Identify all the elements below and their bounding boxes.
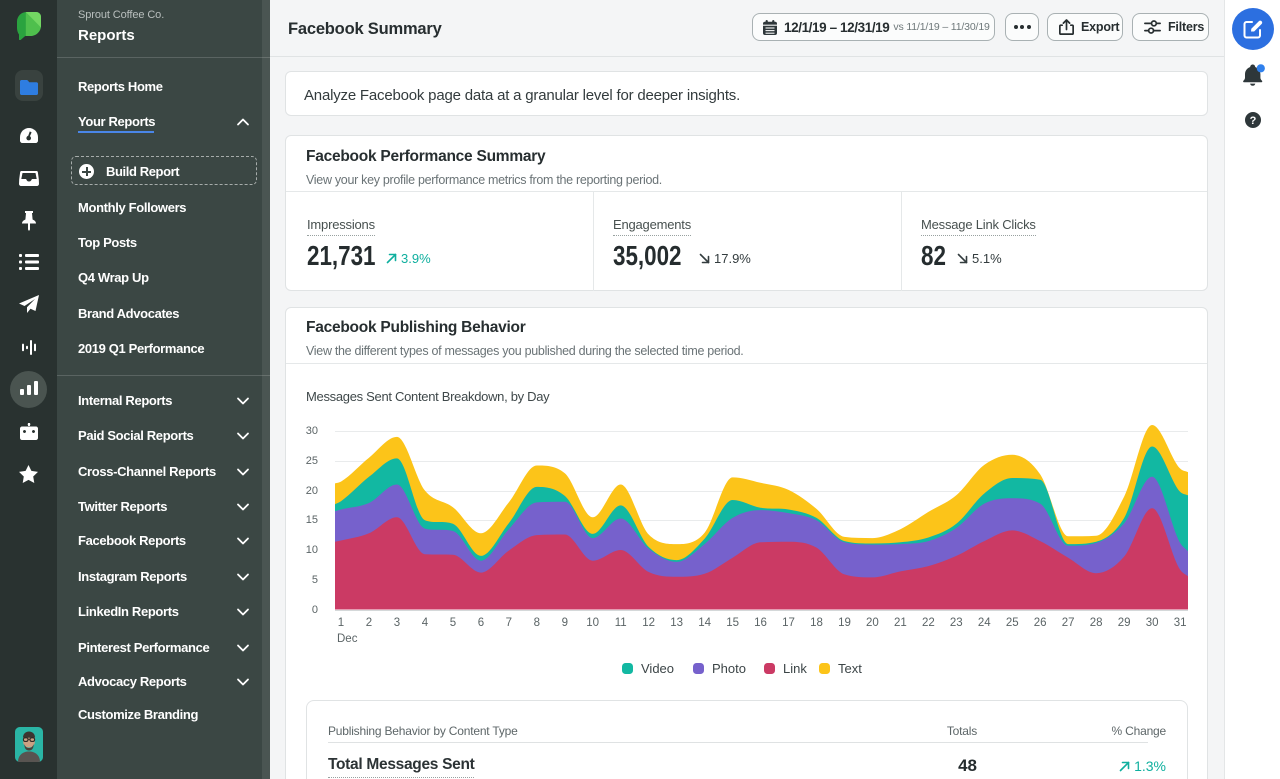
svg-text:?: ?: [1249, 115, 1256, 127]
